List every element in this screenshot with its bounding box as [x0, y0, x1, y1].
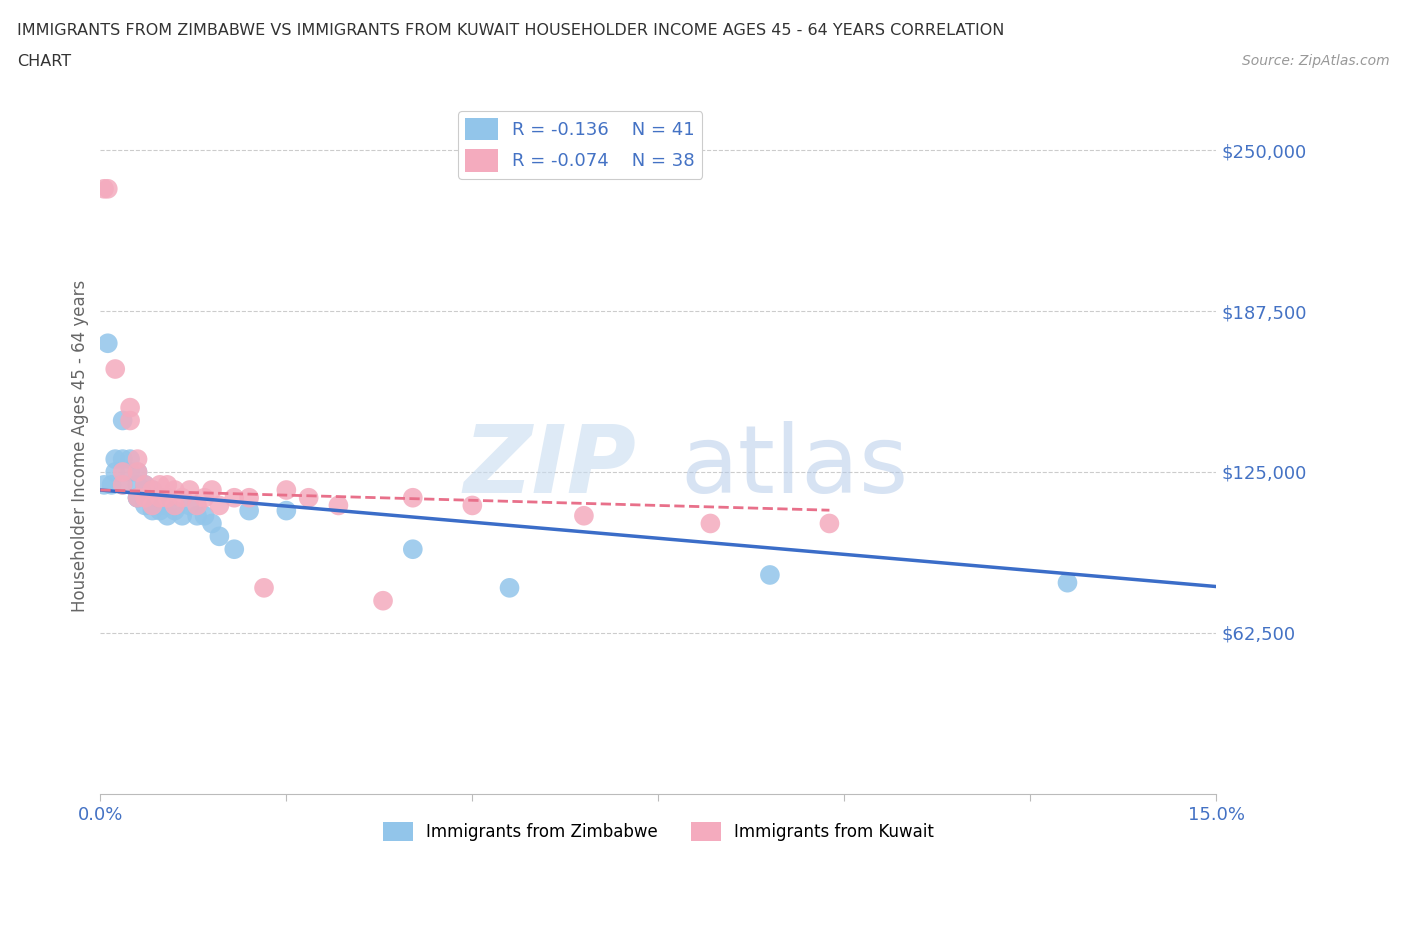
Point [156, 490, 179, 505]
Point [149, 498, 172, 512]
Point [759, 567, 782, 582]
Point [163, 503, 186, 518]
Point [97, 336, 120, 351]
Point [104, 452, 127, 467]
Point [498, 580, 520, 595]
Point [100, 477, 122, 492]
Point [141, 503, 163, 518]
Point [93, 181, 115, 196]
Point [238, 490, 260, 505]
Point [172, 509, 194, 524]
Point [193, 490, 215, 505]
Point [163, 498, 186, 512]
Point [120, 452, 142, 467]
Point [111, 465, 134, 480]
Point [134, 477, 156, 492]
Y-axis label: Householder Income Ages 45 - 64 years: Householder Income Ages 45 - 64 years [72, 280, 89, 612]
Point [149, 503, 172, 518]
Point [193, 509, 215, 524]
Point [818, 516, 841, 531]
Point [156, 498, 179, 512]
Point [276, 503, 298, 518]
Point [93, 477, 115, 492]
Point [298, 490, 321, 505]
Point [208, 529, 231, 544]
Point [127, 465, 149, 480]
Point [149, 490, 172, 505]
Point [461, 498, 484, 512]
Point [104, 362, 127, 377]
Point [111, 477, 134, 492]
Point [111, 452, 134, 467]
Point [186, 509, 208, 524]
Point [127, 465, 149, 480]
Point [141, 483, 163, 498]
Point [572, 509, 595, 524]
Point [328, 498, 350, 512]
Point [276, 483, 298, 498]
Point [179, 498, 201, 512]
Point [208, 498, 231, 512]
Point [149, 477, 172, 492]
Point [127, 490, 149, 505]
Point [1056, 576, 1078, 591]
Text: CHART: CHART [17, 54, 70, 69]
Point [134, 498, 156, 512]
Point [141, 490, 163, 505]
Point [111, 477, 134, 492]
Point [253, 580, 276, 595]
Point [699, 516, 721, 531]
Point [238, 503, 260, 518]
Point [134, 483, 156, 498]
Point [141, 498, 163, 512]
Point [371, 593, 394, 608]
Point [179, 483, 201, 498]
Point [186, 498, 208, 512]
Point [224, 490, 246, 505]
Point [134, 477, 156, 492]
Point [201, 483, 224, 498]
Point [111, 413, 134, 428]
Point [149, 490, 172, 505]
Point [163, 483, 186, 498]
Point [141, 483, 163, 498]
Point [402, 490, 425, 505]
Point [97, 181, 120, 196]
Point [120, 413, 142, 428]
Point [172, 490, 194, 505]
Point [134, 490, 156, 505]
Point [120, 465, 142, 480]
Point [156, 509, 179, 524]
Point [224, 542, 246, 557]
Point [141, 498, 163, 512]
Point [127, 477, 149, 492]
Point [127, 490, 149, 505]
Text: atlas: atlas [681, 421, 908, 513]
Point [201, 516, 224, 531]
Legend: Immigrants from Zimbabwe, Immigrants from Kuwait: Immigrants from Zimbabwe, Immigrants fro… [375, 816, 941, 848]
Point [134, 490, 156, 505]
Point [120, 400, 142, 415]
Text: IMMIGRANTS FROM ZIMBABWE VS IMMIGRANTS FROM KUWAIT HOUSEHOLDER INCOME AGES 45 - : IMMIGRANTS FROM ZIMBABWE VS IMMIGRANTS F… [17, 23, 1004, 38]
Point [156, 477, 179, 492]
Point [402, 542, 425, 557]
Point [127, 490, 149, 505]
Point [127, 452, 149, 467]
Text: ZIP: ZIP [463, 421, 636, 513]
Text: Source: ZipAtlas.com: Source: ZipAtlas.com [1241, 54, 1389, 68]
Point [104, 465, 127, 480]
